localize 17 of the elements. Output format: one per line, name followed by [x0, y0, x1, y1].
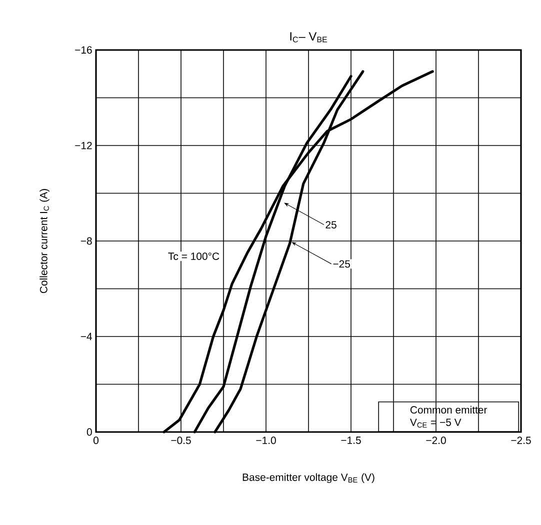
y-tick-label: 0	[86, 428, 92, 436]
annotation: 25	[326, 221, 336, 228]
y-tick-label: −12	[75, 142, 92, 150]
x-tick-label: −1.5	[341, 436, 361, 444]
x-tick-label: −1.0	[256, 436, 276, 444]
x-axis-title: Base-emitter voltage V$_{BE}$ (V)	[242, 473, 374, 483]
y-tick-label: −8	[80, 237, 92, 245]
x-tick-label: −2.0	[426, 436, 446, 444]
x-tick-label: −0.5	[171, 436, 191, 444]
y-tick-label: −4	[80, 332, 92, 340]
y-axis-title: Collector current I$_{C}$ (A)	[40, 189, 50, 294]
y-tick-label: −16	[75, 46, 92, 54]
x-tick-label: 0	[94, 436, 98, 444]
chart-title: I$_{C}$– V$_{BE}$	[290, 32, 327, 42]
annotation: Tc = 100°C	[168, 252, 220, 260]
annotation: −25	[333, 260, 350, 268]
x-tick-label: −2.5	[511, 436, 531, 444]
